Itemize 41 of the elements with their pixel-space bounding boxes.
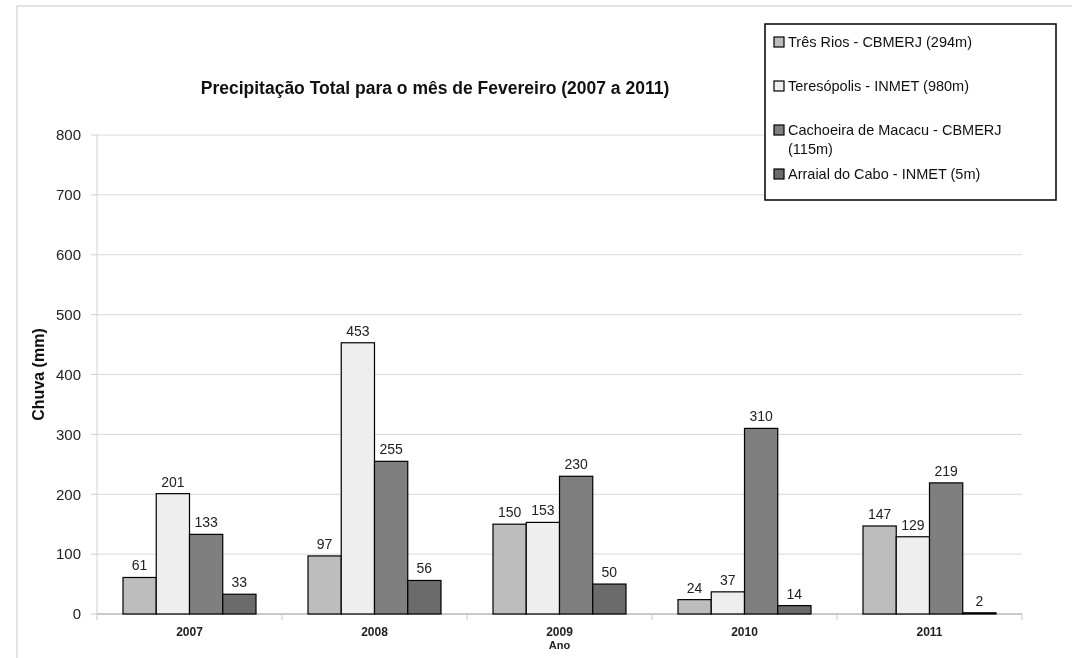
data-label: 133: [194, 514, 219, 531]
data-label: 61: [131, 557, 148, 574]
legend-label: Teresópolis - INMET (980m): [788, 78, 970, 94]
y-tick-label: 800: [55, 126, 81, 144]
data-label: 97: [316, 535, 333, 552]
data-label: 310: [749, 408, 774, 425]
y-tick-label: 400: [55, 365, 81, 383]
data-label: 24: [686, 579, 703, 596]
data-label: 150: [497, 504, 522, 521]
legend-label: Arraial do Cabo - INMET (5m): [788, 166, 981, 182]
y-tick-label: 600: [55, 246, 81, 263]
data-label: 56: [416, 560, 433, 577]
y-tick-label: 200: [55, 485, 81, 503]
chart-title: Precipitação Total para o mês de Fevereiro (2007 a 2011): [200, 78, 670, 98]
x-axis-title: Ano: [548, 639, 571, 651]
y-tick-label: 300: [55, 425, 81, 443]
data-label: 129: [901, 516, 925, 533]
x-tick-label: 2010: [731, 625, 759, 639]
y-tick-label: 700: [55, 186, 81, 204]
x-tick-label: 2009: [546, 625, 574, 639]
data-label: 147: [867, 505, 892, 522]
data-label: 255: [379, 441, 404, 458]
data-label: 2: [975, 592, 984, 609]
data-label: 37: [720, 571, 736, 588]
data-label: 33: [231, 574, 248, 591]
data-label: 50: [601, 564, 618, 581]
y-axis-title: Chuva (mm): [30, 328, 47, 421]
y-tick-label: 0: [72, 605, 81, 623]
y-tick-label: 500: [55, 305, 81, 323]
data-label: 201: [161, 473, 185, 490]
x-tick-label: 2007: [176, 625, 204, 639]
legend-label: Três Rios - CBMERJ (294m): [788, 34, 972, 50]
data-label: 230: [564, 456, 589, 473]
data-label: 14: [786, 585, 803, 602]
y-tick-label: 100: [55, 545, 81, 563]
data-label: 453: [346, 322, 370, 339]
x-tick-label: 2011: [916, 625, 943, 639]
data-label: 219: [934, 462, 959, 479]
x-tick-label: 2008: [361, 625, 389, 639]
data-label: 153: [531, 502, 555, 519]
legend-label: Cachoeira de Macacu - CBMERJ (115m): [788, 122, 1002, 157]
